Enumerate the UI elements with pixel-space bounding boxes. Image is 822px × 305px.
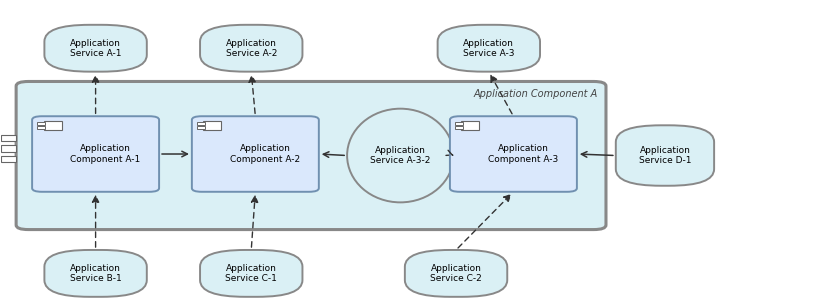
FancyBboxPatch shape: [44, 121, 62, 130]
FancyBboxPatch shape: [44, 250, 147, 297]
Text: Application
Service A-3-2: Application Service A-3-2: [370, 146, 431, 165]
Text: Application
Component A-1: Application Component A-1: [71, 144, 141, 164]
FancyBboxPatch shape: [461, 121, 479, 130]
FancyBboxPatch shape: [200, 25, 302, 72]
FancyBboxPatch shape: [455, 122, 463, 125]
FancyBboxPatch shape: [16, 81, 606, 230]
FancyBboxPatch shape: [200, 250, 302, 297]
FancyBboxPatch shape: [37, 126, 45, 129]
FancyBboxPatch shape: [405, 250, 507, 297]
Ellipse shape: [347, 109, 454, 202]
Text: Application
Service A-3: Application Service A-3: [463, 38, 515, 58]
Text: Application
Service B-1: Application Service B-1: [70, 264, 122, 283]
FancyBboxPatch shape: [616, 125, 714, 186]
Text: Application
Component A-3: Application Component A-3: [488, 144, 558, 164]
FancyBboxPatch shape: [450, 116, 577, 192]
FancyBboxPatch shape: [2, 145, 16, 152]
FancyBboxPatch shape: [32, 116, 159, 192]
FancyBboxPatch shape: [196, 122, 205, 125]
FancyBboxPatch shape: [37, 122, 45, 125]
Text: Application
Service D-1: Application Service D-1: [639, 146, 691, 165]
FancyBboxPatch shape: [2, 156, 16, 163]
Text: Application
Service C-2: Application Service C-2: [430, 264, 482, 283]
Text: Application
Service A-1: Application Service A-1: [70, 38, 122, 58]
Text: Application Component A: Application Component A: [473, 89, 598, 99]
Text: Application
Service A-2: Application Service A-2: [225, 38, 277, 58]
FancyBboxPatch shape: [203, 121, 221, 130]
FancyBboxPatch shape: [192, 116, 319, 192]
Text: Application
Service C-1: Application Service C-1: [225, 264, 277, 283]
FancyBboxPatch shape: [196, 126, 205, 129]
Text: Application
Component A-2: Application Component A-2: [230, 144, 300, 164]
FancyBboxPatch shape: [455, 126, 463, 129]
FancyBboxPatch shape: [2, 135, 16, 141]
FancyBboxPatch shape: [44, 25, 147, 72]
FancyBboxPatch shape: [437, 25, 540, 72]
